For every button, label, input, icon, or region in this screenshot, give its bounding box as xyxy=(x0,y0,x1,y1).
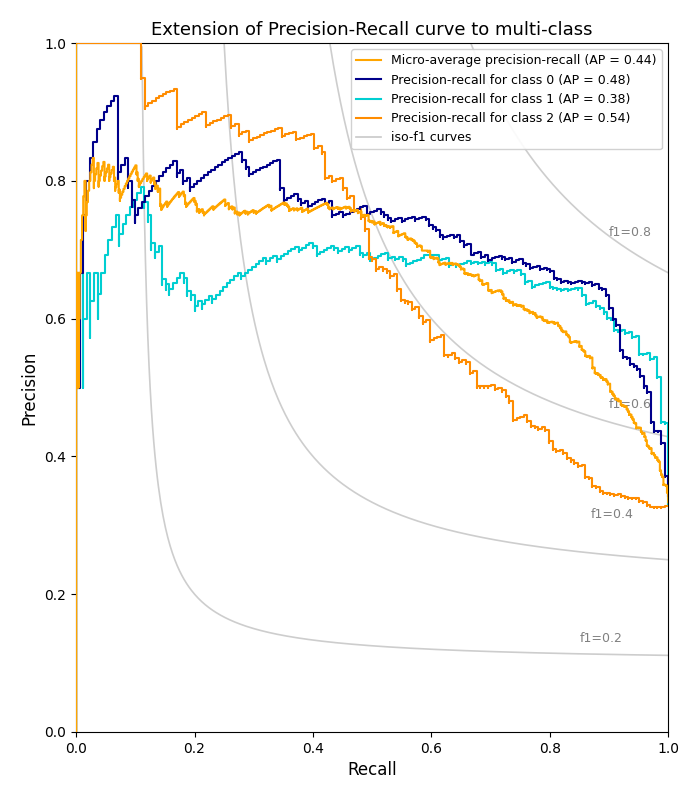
Precision-recall for class 0 (AP = 0.48) xyxy=(515,256,524,266)
Precision-recall for class 0 (AP = 0.48) xyxy=(608,305,617,314)
Precision-recall for class 0 (AP = 0.48) xyxy=(72,727,80,737)
Precision-recall for class 0 (AP = 0.48) xyxy=(664,491,673,501)
Precision-recall for class 1 (AP = 0.38) xyxy=(377,251,385,261)
Precision-recall for class 2 (AP = 0.54) xyxy=(650,503,658,513)
Precision-recall for class 0 (AP = 0.48) xyxy=(72,38,80,48)
Precision-recall for class 2 (AP = 0.54) xyxy=(509,409,517,418)
Precision-recall for class 0 (AP = 0.48) xyxy=(650,418,659,427)
Micro-average precision-recall (AP = 0.44) xyxy=(664,498,673,507)
Precision-recall for class 2 (AP = 0.54) xyxy=(328,178,337,187)
Text: f1=0.4: f1=0.4 xyxy=(592,508,634,522)
Precision-recall for class 2 (AP = 0.54) xyxy=(664,501,673,510)
Precision-recall for class 0 (AP = 0.48) xyxy=(650,418,659,428)
Precision-recall for class 1 (AP = 0.38) xyxy=(72,38,80,48)
Precision-recall for class 1 (AP = 0.38) xyxy=(83,314,91,323)
Micro-average precision-recall (AP = 0.44) xyxy=(629,414,638,424)
Micro-average precision-recall (AP = 0.44) xyxy=(632,418,640,428)
Line: Precision-recall for class 0 (AP = 0.48): Precision-recall for class 0 (AP = 0.48) xyxy=(76,43,668,732)
Micro-average precision-recall (AP = 0.44) xyxy=(588,358,596,367)
Precision-recall for class 2 (AP = 0.54) xyxy=(137,38,146,48)
Text: f1=0.2: f1=0.2 xyxy=(580,632,622,646)
Precision-recall for class 2 (AP = 0.54) xyxy=(108,38,116,48)
Precision-recall for class 1 (AP = 0.38) xyxy=(664,456,673,466)
Precision-recall for class 2 (AP = 0.54) xyxy=(487,382,496,391)
Micro-average precision-recall (AP = 0.44) xyxy=(664,495,673,505)
Micro-average precision-recall (AP = 0.44) xyxy=(72,38,80,48)
Precision-recall for class 2 (AP = 0.54) xyxy=(462,359,470,369)
Micro-average precision-recall (AP = 0.44) xyxy=(596,372,605,382)
Precision-recall for class 1 (AP = 0.38) xyxy=(72,727,80,737)
Micro-average precision-recall (AP = 0.44) xyxy=(413,241,421,250)
Line: Precision-recall for class 2 (AP = 0.54): Precision-recall for class 2 (AP = 0.54) xyxy=(76,43,668,508)
Precision-recall for class 2 (AP = 0.54) xyxy=(72,38,80,48)
X-axis label: Recall: Recall xyxy=(347,761,397,779)
Precision-recall for class 0 (AP = 0.48) xyxy=(297,194,305,204)
Precision-recall for class 1 (AP = 0.38) xyxy=(237,268,246,278)
Precision-recall for class 1 (AP = 0.38) xyxy=(524,278,533,287)
Legend: Micro-average precision-recall (AP = 0.44), Precision-recall for class 0 (AP = 0: Micro-average precision-recall (AP = 0.4… xyxy=(351,50,662,150)
Precision-recall for class 1 (AP = 0.38) xyxy=(664,500,673,510)
Line: Precision-recall for class 1 (AP = 0.38): Precision-recall for class 1 (AP = 0.38) xyxy=(76,43,668,732)
Text: f1=0.8: f1=0.8 xyxy=(609,226,652,239)
Text: f1=0.6: f1=0.6 xyxy=(609,398,652,411)
Precision-recall for class 0 (AP = 0.48) xyxy=(619,348,627,358)
Micro-average precision-recall (AP = 0.44) xyxy=(72,727,80,737)
Precision-recall for class 2 (AP = 0.54) xyxy=(509,406,517,415)
Line: Micro-average precision-recall (AP = 0.44): Micro-average precision-recall (AP = 0.4… xyxy=(76,43,668,732)
Title: Extension of Precision-Recall curve to multi-class: Extension of Precision-Recall curve to m… xyxy=(151,21,593,39)
Y-axis label: Precision: Precision xyxy=(21,350,38,425)
Precision-recall for class 1 (AP = 0.38) xyxy=(660,418,668,427)
